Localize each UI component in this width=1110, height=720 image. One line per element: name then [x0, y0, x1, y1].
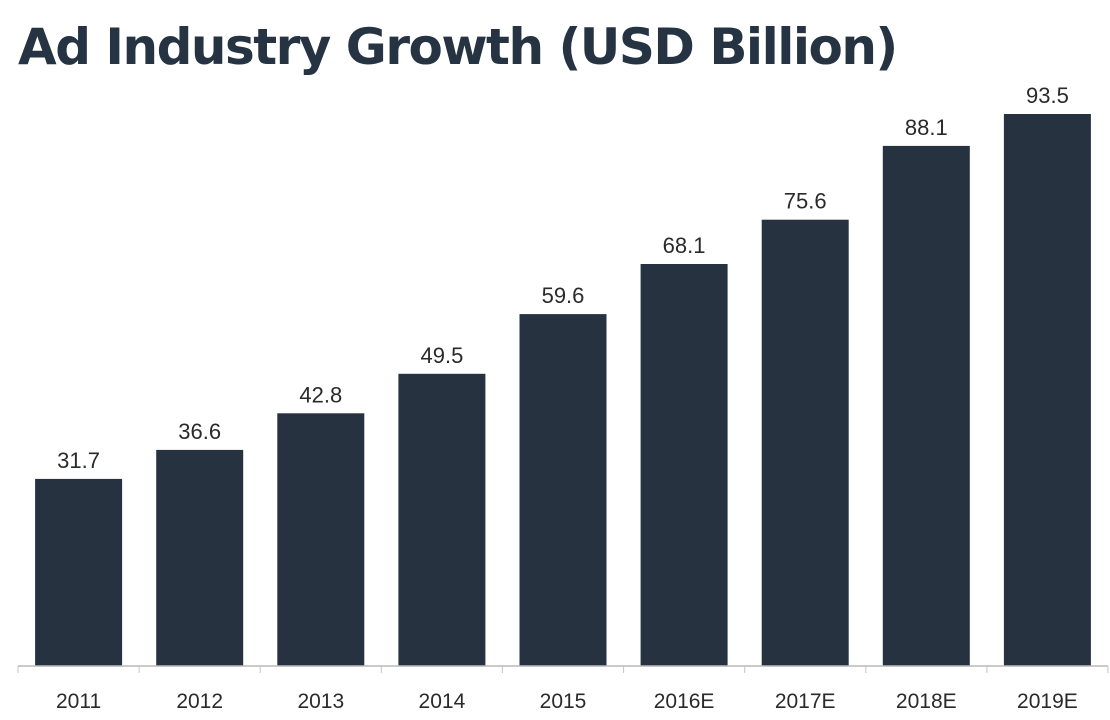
data-label-2012: 36.6 [178, 419, 221, 444]
x-tick-label-2018E: 2018E [896, 690, 957, 713]
data-label-2017E: 75.6 [784, 189, 827, 214]
data-label-2011: 31.7 [57, 448, 100, 473]
x-tick-label-2014: 2014 [419, 690, 466, 713]
x-tick-label-2012: 2012 [176, 690, 223, 713]
bar-2016E [640, 264, 728, 666]
data-label-2019E: 93.5 [1026, 83, 1069, 108]
chart-title: Ad Industry Growth (USD Billion) [18, 18, 898, 76]
bars-group [35, 114, 1091, 666]
data-label-2013: 42.8 [299, 382, 342, 407]
x-tick-label-2011: 2011 [56, 690, 101, 713]
bar-2019E [1003, 114, 1091, 666]
x-axis-ticks-group: 2011 2012 2013 2014 2015 2016E 2017E 2018E 2019E [17, 666, 1109, 713]
x-tick-label-2016E: 2016E [654, 690, 715, 713]
bar-2013 [277, 413, 365, 666]
bar-2017E [761, 219, 849, 666]
x-tick-label-2019E: 2019E [1017, 690, 1078, 713]
bar-2012 [156, 449, 244, 666]
bar-2015 [519, 314, 607, 666]
bar-2018E [882, 145, 970, 666]
data-label-2014: 49.5 [420, 343, 463, 368]
x-tick-label-2013: 2013 [297, 690, 344, 713]
data-labels-group: 31.7 36.6 42.8 49.5 59.6 68.1 75.6 88.1 93.5 [57, 83, 1069, 473]
data-label-2018E: 88.1 [905, 115, 948, 140]
data-label-2016E: 68.1 [663, 233, 706, 258]
data-label-2015: 59.6 [542, 283, 585, 308]
bar-2014 [398, 373, 486, 666]
x-tick-label-2015: 2015 [540, 690, 587, 713]
x-tick-label-2017E: 2017E [775, 690, 836, 713]
bar-2011 [35, 478, 123, 666]
